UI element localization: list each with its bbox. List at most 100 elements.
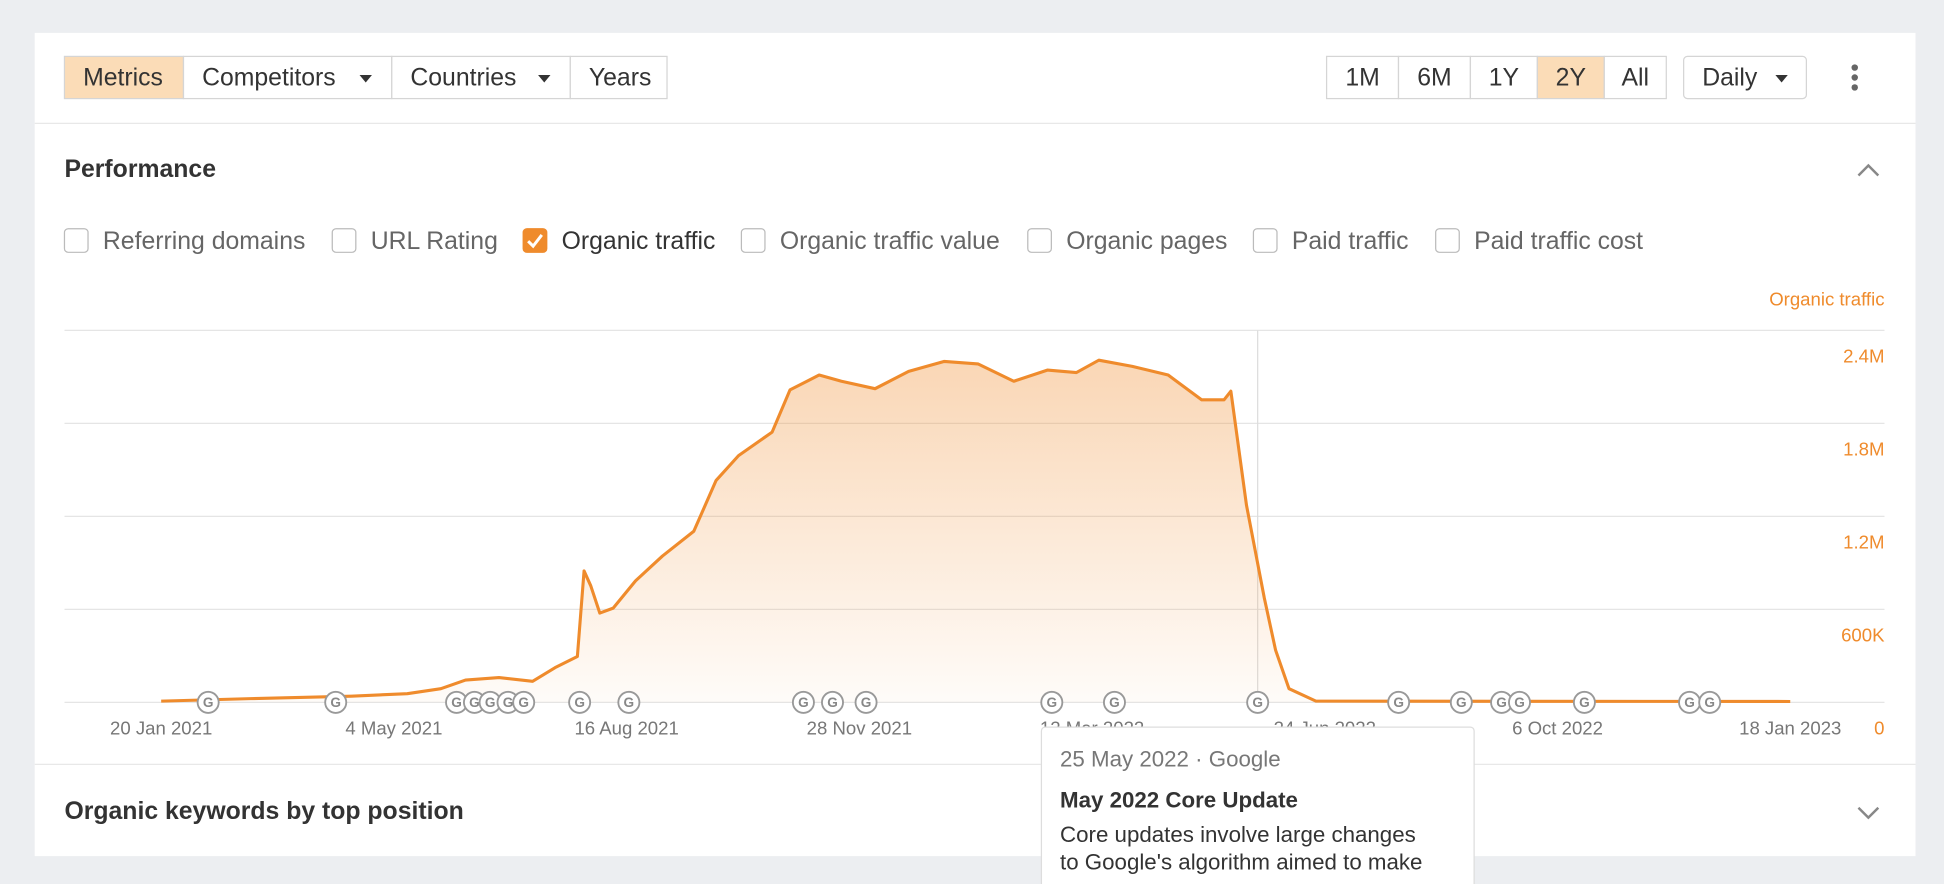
tab-label: Years (589, 64, 651, 91)
y-axis-label: Organic traffic (1769, 289, 1884, 310)
update-marker[interactable] (617, 690, 641, 714)
update-marker-label: G (827, 695, 838, 710)
collapse-chevron[interactable] (1857, 163, 1880, 177)
kebab-dot[interactable] (1851, 64, 1858, 71)
update-marker-label: G (861, 695, 872, 710)
tab-button[interactable] (63, 55, 185, 100)
update-marker-label: G (1704, 695, 1715, 710)
range-button[interactable] (1397, 55, 1472, 100)
interval-label: Daily (1702, 64, 1758, 91)
tab-label: Metrics (83, 64, 163, 91)
tooltip-body: to Google's algorithm aimed to make (1060, 849, 1422, 874)
update-marker[interactable] (1102, 690, 1126, 714)
section-title: Organic keywords by top position (64, 798, 463, 825)
range-label: 1M (1345, 64, 1379, 91)
update-marker-label: G (1514, 695, 1525, 710)
update-marker-label: G (469, 695, 480, 710)
metric-checkbox[interactable] (740, 228, 766, 253)
update-marker[interactable] (1572, 690, 1596, 714)
tooltip-box (1040, 726, 1475, 884)
update-marker-label: G (485, 695, 496, 710)
update-marker[interactable] (324, 690, 348, 714)
y-tick-label: 1.8M (1843, 439, 1884, 460)
update-marker-label: G (1456, 695, 1467, 710)
range-button[interactable] (1536, 55, 1605, 100)
update-marker-label: G (574, 695, 585, 710)
metric-label: URL Rating (371, 228, 498, 255)
metric-label: Referring domains (103, 228, 305, 255)
update-marker-label: G (1046, 695, 1057, 710)
section-title: Performance (64, 156, 216, 183)
update-marker[interactable] (1508, 690, 1531, 714)
update-marker-label: G (330, 695, 341, 710)
metric-checkbox[interactable] (1027, 228, 1052, 253)
range-label: 1Y (1489, 64, 1519, 91)
update-marker-label: G (503, 695, 514, 710)
x-tick-label: 28 Nov 2021 (807, 718, 912, 739)
y-tick-label: 600K (1841, 625, 1885, 646)
update-marker[interactable] (1698, 690, 1722, 714)
update-marker[interactable] (1449, 690, 1473, 714)
dropdown-arrow (1775, 75, 1788, 83)
x-tick-label: 4 May 2021 (345, 718, 442, 739)
line (161, 358, 1791, 704)
update-marker-label: G (451, 695, 462, 710)
update-marker-label: G (518, 695, 529, 710)
range-button[interactable] (1603, 55, 1667, 100)
update-marker-label: G (1393, 695, 1404, 710)
check-mark (527, 234, 543, 249)
update-marker[interactable] (512, 690, 536, 714)
update-marker-label: G (1684, 695, 1695, 710)
metric-label: Paid traffic cost (1474, 228, 1643, 255)
update-marker[interactable] (568, 690, 592, 714)
kebab-dot[interactable] (1851, 84, 1858, 91)
range-label: 2Y (1556, 64, 1586, 91)
x-tick-label: 20 Jan 2021 (110, 718, 212, 739)
range-label: 6M (1417, 64, 1451, 91)
y-tick-label: 2.4M (1843, 346, 1884, 367)
update-marker-label: G (203, 695, 214, 710)
y-tick-label: 0 (1874, 718, 1884, 739)
tooltip-header: 25 May 2022 · Google (1060, 747, 1281, 772)
x-tick-label: 6 Oct 2022 (1512, 718, 1603, 739)
x-tick-label: 16 Aug 2021 (574, 718, 678, 739)
range-button[interactable] (1325, 55, 1400, 100)
y-tick-label: 1.2M (1843, 532, 1884, 553)
update-marker[interactable] (1040, 690, 1064, 714)
metric-label: Organic traffic (562, 228, 716, 255)
tooltip-title: May 2022 Core Update (1060, 787, 1298, 812)
update-marker[interactable] (196, 690, 220, 714)
x-tick-label: 18 Jan 2023 (1739, 718, 1841, 739)
range-button[interactable] (1469, 55, 1538, 100)
tab-button[interactable] (182, 55, 393, 100)
metric-checkbox[interactable] (63, 228, 89, 253)
tooltip-body: Core updates involve large changes (1060, 822, 1416, 847)
range-label: All (1622, 64, 1650, 91)
metric-checkbox[interactable] (331, 228, 357, 253)
metric-label: Organic traffic value (780, 228, 1000, 255)
update-marker-label: G (624, 695, 635, 710)
tab-label: Countries (410, 64, 516, 91)
update-marker[interactable] (821, 690, 844, 714)
metric-checkbox[interactable] (1252, 228, 1278, 253)
update-marker[interactable] (791, 690, 815, 714)
metric-checkbox[interactable] (522, 228, 548, 253)
interval-select[interactable] (1683, 55, 1808, 100)
update-marker-label: G (798, 695, 809, 710)
tab-label: Competitors (202, 64, 336, 91)
metric-label: Paid traffic (1292, 228, 1409, 255)
update-marker[interactable] (854, 690, 878, 714)
update-marker[interactable] (1387, 690, 1411, 714)
update-marker-label: G (1109, 695, 1120, 710)
tab-button[interactable] (569, 55, 668, 100)
kebab-dot[interactable] (1851, 74, 1858, 81)
update-marker-label: G (1496, 695, 1507, 710)
dropdown-arrow (538, 75, 551, 83)
metric-checkbox[interactable] (1435, 228, 1460, 253)
expand-chevron[interactable] (1857, 806, 1880, 820)
area-fill (161, 360, 1791, 703)
metric-label: Organic pages (1066, 228, 1227, 255)
update-marker[interactable] (1246, 690, 1270, 714)
